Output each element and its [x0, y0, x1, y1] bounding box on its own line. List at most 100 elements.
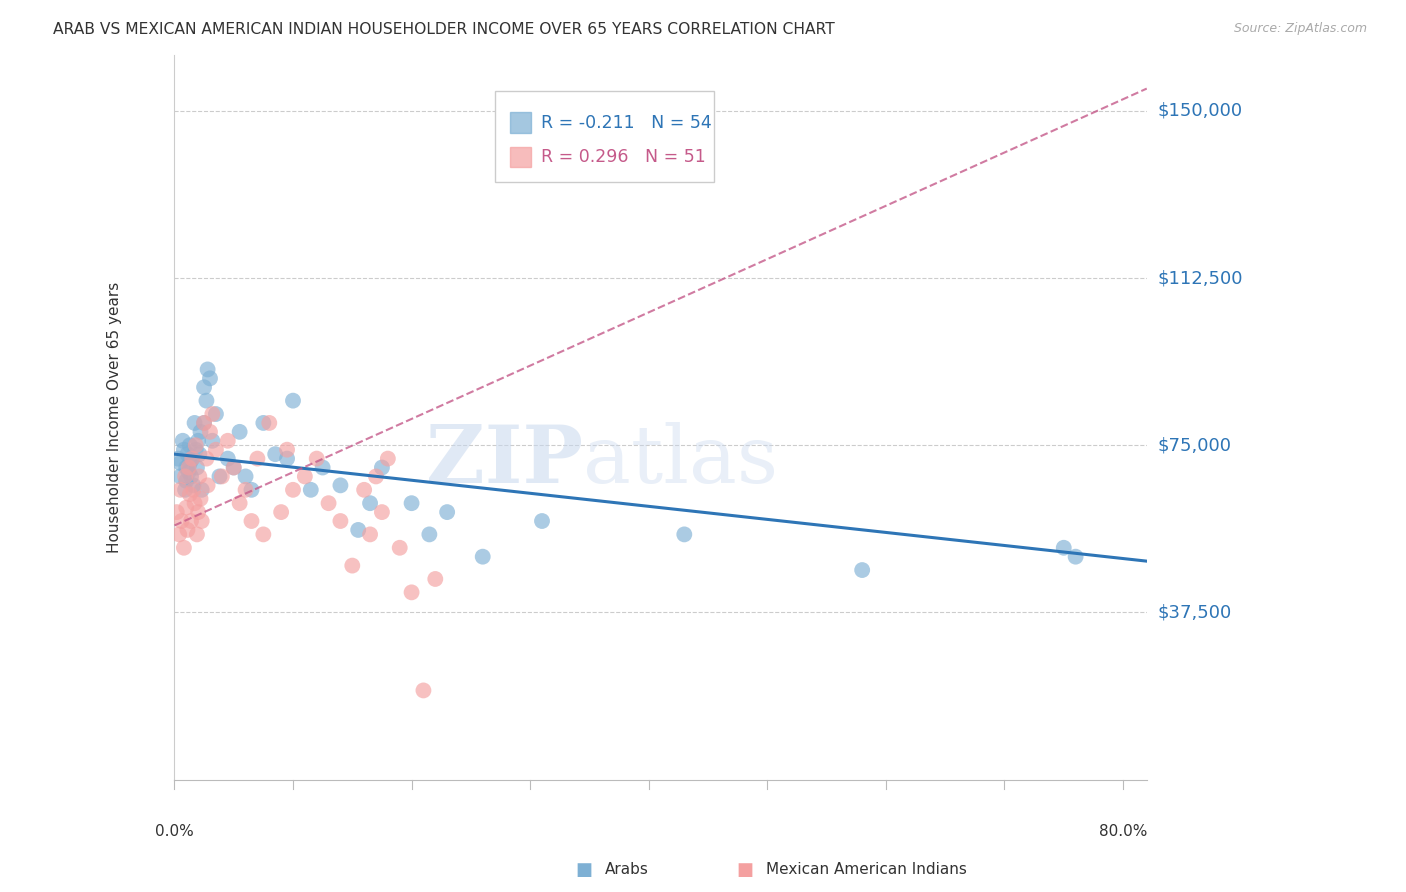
- Bar: [510, 147, 531, 168]
- Point: [198, 425, 221, 439]
- Text: 80.0%: 80.0%: [1099, 824, 1147, 839]
- Point: [436, 505, 458, 519]
- Point: [183, 496, 205, 510]
- Text: Source: ZipAtlas.com: Source: ZipAtlas.com: [1233, 22, 1367, 36]
- Point: [246, 451, 269, 466]
- Point: [195, 393, 218, 408]
- Text: R = 0.296   N = 51: R = 0.296 N = 51: [541, 148, 706, 166]
- Point: [264, 447, 287, 461]
- Point: [188, 469, 211, 483]
- Point: [1064, 549, 1087, 564]
- Point: [174, 483, 197, 497]
- Point: [167, 451, 190, 466]
- Point: [174, 474, 197, 488]
- Point: [174, 500, 197, 515]
- Point: [169, 469, 191, 483]
- Point: [183, 483, 205, 497]
- Point: [187, 505, 209, 519]
- FancyBboxPatch shape: [495, 91, 714, 182]
- Point: [359, 496, 381, 510]
- Point: [222, 460, 245, 475]
- Point: [180, 514, 202, 528]
- Point: [240, 514, 263, 528]
- Text: $37,500: $37,500: [1159, 603, 1232, 622]
- Point: [329, 514, 352, 528]
- Text: Arabs: Arabs: [605, 863, 648, 877]
- Point: [412, 683, 434, 698]
- Point: [217, 451, 239, 466]
- Point: [329, 478, 352, 492]
- Point: [276, 451, 298, 466]
- Point: [228, 425, 250, 439]
- Text: $150,000: $150,000: [1159, 102, 1243, 120]
- Point: [211, 469, 233, 483]
- Point: [201, 407, 224, 421]
- Point: [177, 465, 200, 479]
- Point: [217, 434, 239, 448]
- Point: [364, 469, 387, 483]
- Point: [186, 460, 208, 475]
- Point: [181, 451, 204, 466]
- Point: [179, 456, 201, 470]
- Point: [673, 527, 696, 541]
- Point: [259, 416, 281, 430]
- Point: [193, 416, 215, 430]
- Point: [190, 425, 212, 439]
- Text: ZIP: ZIP: [426, 422, 583, 500]
- Point: [190, 491, 212, 506]
- Point: [183, 416, 205, 430]
- Point: [193, 380, 215, 394]
- Point: [190, 514, 212, 528]
- Point: [180, 469, 202, 483]
- Point: [166, 505, 188, 519]
- Point: [281, 483, 304, 497]
- Bar: [510, 112, 531, 133]
- Point: [184, 438, 207, 452]
- Point: [186, 527, 208, 541]
- Point: [371, 505, 394, 519]
- Point: [195, 451, 218, 466]
- Text: ARAB VS MEXICAN AMERICAN INDIAN HOUSEHOLDER INCOME OVER 65 YEARS CORRELATION CHA: ARAB VS MEXICAN AMERICAN INDIAN HOUSEHOL…: [53, 22, 835, 37]
- Point: [471, 549, 494, 564]
- Point: [401, 496, 423, 510]
- Point: [530, 514, 553, 528]
- Point: [252, 416, 274, 430]
- Point: [281, 393, 304, 408]
- Text: ■: ■: [737, 861, 754, 879]
- Point: [235, 483, 257, 497]
- Point: [377, 451, 399, 466]
- Point: [205, 407, 228, 421]
- Text: 0.0%: 0.0%: [155, 824, 194, 839]
- Point: [418, 527, 440, 541]
- Point: [299, 483, 322, 497]
- Point: [401, 585, 423, 599]
- Point: [371, 460, 394, 475]
- Point: [170, 514, 193, 528]
- Point: [201, 434, 224, 448]
- Point: [172, 434, 194, 448]
- Point: [173, 541, 195, 555]
- Point: [318, 496, 340, 510]
- Point: [276, 442, 298, 457]
- Point: [359, 527, 381, 541]
- Point: [176, 523, 198, 537]
- Point: [167, 527, 190, 541]
- Point: [184, 442, 207, 457]
- Point: [388, 541, 411, 555]
- Point: [183, 478, 205, 492]
- Point: [179, 487, 201, 501]
- Point: [174, 469, 197, 483]
- Point: [305, 451, 328, 466]
- Point: [198, 371, 221, 385]
- Point: [169, 456, 191, 470]
- Point: [197, 362, 219, 376]
- Text: atlas: atlas: [583, 422, 778, 500]
- Point: [235, 469, 257, 483]
- Point: [205, 442, 228, 457]
- Point: [294, 469, 316, 483]
- Point: [311, 460, 333, 475]
- Text: Mexican American Indians: Mexican American Indians: [766, 863, 967, 877]
- Text: Householder Income Over 65 years: Householder Income Over 65 years: [107, 282, 122, 553]
- Point: [188, 447, 211, 461]
- Point: [174, 460, 197, 475]
